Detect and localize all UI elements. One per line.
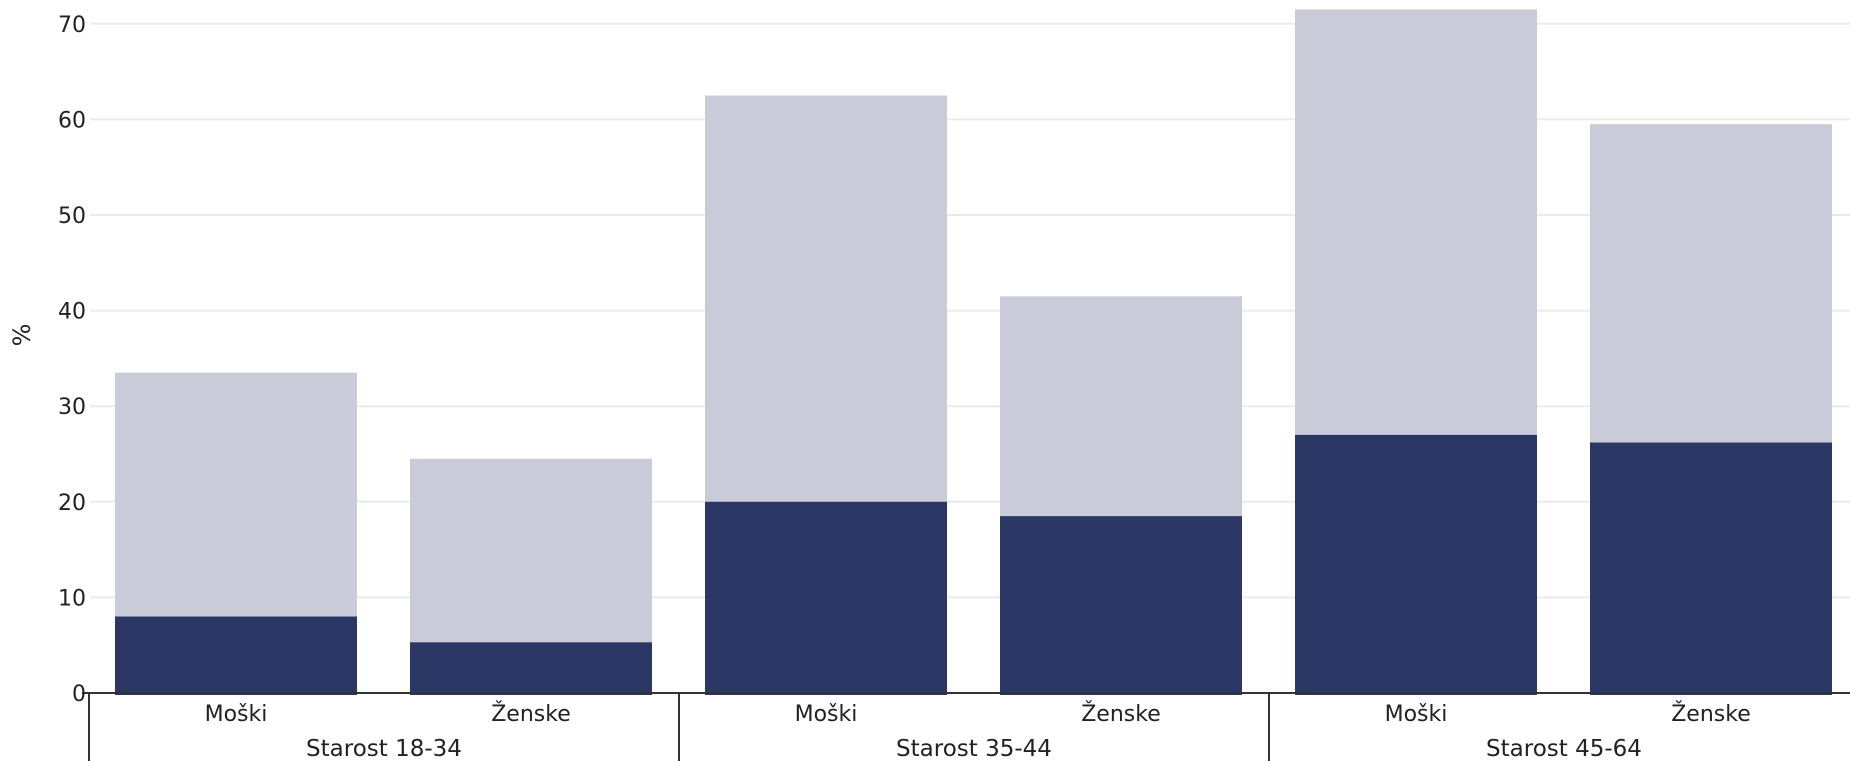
y-tick-label: 0 bbox=[72, 682, 86, 707]
y-tick-label: 70 bbox=[58, 13, 86, 38]
y-tick-label: 50 bbox=[58, 204, 86, 229]
y-tick-label: 40 bbox=[58, 300, 86, 325]
x-category-label: Moški bbox=[1385, 702, 1448, 727]
bars-layer bbox=[115, 9, 1832, 696]
bar-inner bbox=[1590, 442, 1832, 695]
x-category-label: Moški bbox=[205, 702, 268, 727]
grid-layer bbox=[90, 22, 1850, 599]
bar-inner bbox=[1295, 434, 1537, 695]
x-group-label: Starost 45-64 bbox=[1486, 736, 1642, 761]
y-tick-label: 20 bbox=[58, 491, 86, 516]
axis-layer bbox=[82, 692, 1850, 761]
x-group-label: Starost 18-34 bbox=[306, 736, 462, 761]
y-tick-label: 30 bbox=[58, 395, 86, 420]
y-tick-label: 60 bbox=[58, 108, 86, 133]
x-category-label: Moški bbox=[795, 702, 858, 727]
bar-inner bbox=[705, 501, 947, 695]
x-group-label: Starost 35-44 bbox=[896, 736, 1052, 761]
x-category-label: Ženske bbox=[491, 701, 571, 727]
x-category-label: Ženske bbox=[1081, 701, 1161, 727]
y-axis-title: % bbox=[8, 324, 36, 347]
labels-layer: 0 10 20 30 40 50 60 70 Moški Ženske Moški Ženske Moš… bbox=[58, 13, 1751, 761]
bar-inner bbox=[410, 642, 652, 695]
bar-inner bbox=[115, 616, 357, 695]
y-tick-label: 10 bbox=[58, 586, 86, 611]
x-category-label: Ženske bbox=[1671, 701, 1751, 727]
bar-inner bbox=[1000, 516, 1242, 695]
